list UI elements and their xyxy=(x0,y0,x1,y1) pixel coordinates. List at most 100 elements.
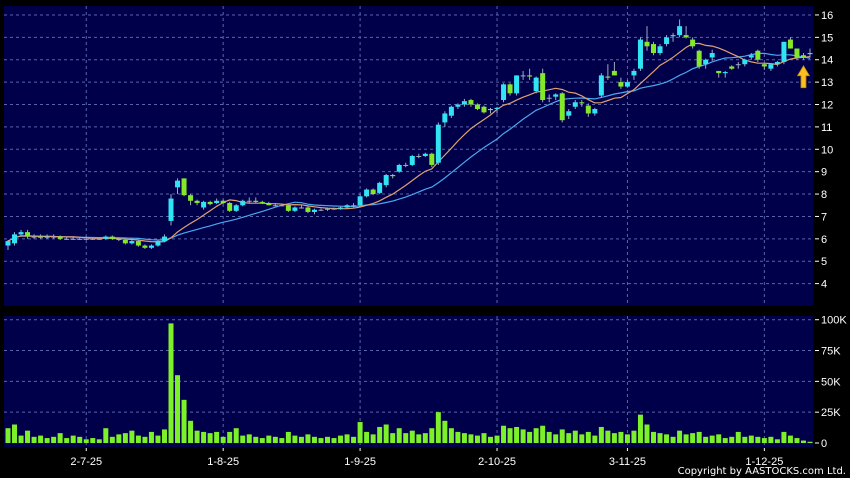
volume-bar xyxy=(514,426,520,443)
candle-body xyxy=(253,200,259,202)
candle xyxy=(540,68,546,103)
volume-bar xyxy=(624,434,630,443)
candle-body xyxy=(631,70,637,76)
volume-bar xyxy=(194,430,200,443)
candle-body xyxy=(507,84,513,94)
price-tick-label: 13 xyxy=(821,77,833,89)
volume-bar xyxy=(77,436,83,443)
candle-body xyxy=(44,236,50,238)
candle xyxy=(109,235,115,240)
candle-body xyxy=(207,201,213,205)
candle xyxy=(592,107,598,116)
copyright-text: Copyright by AASTOCKS.com Ltd. xyxy=(678,466,846,477)
candle xyxy=(807,48,813,58)
volume-bar xyxy=(533,428,539,443)
moving-average-short xyxy=(7,42,811,243)
candle xyxy=(455,103,461,109)
volume-bar xyxy=(598,426,604,443)
volume-bar xyxy=(540,425,546,443)
candle-body xyxy=(370,189,376,195)
volume-bar xyxy=(794,438,800,443)
candle-body xyxy=(755,50,761,60)
candle-body xyxy=(579,102,585,104)
candle-body xyxy=(344,205,350,208)
candle xyxy=(338,206,344,210)
candle-body xyxy=(175,180,181,188)
volume-bar xyxy=(318,438,324,443)
candle xyxy=(787,37,793,49)
volume-bar xyxy=(38,435,44,443)
candle xyxy=(357,194,363,207)
candle-body xyxy=(38,236,44,238)
volume-bar xyxy=(585,431,591,443)
candle xyxy=(266,201,272,206)
candle xyxy=(481,105,487,114)
volume-bar xyxy=(129,430,135,443)
candle-body xyxy=(527,75,533,77)
volume-tick-label: 0 xyxy=(821,438,827,450)
candle-body xyxy=(285,205,291,211)
candle xyxy=(651,41,657,56)
candle xyxy=(644,26,650,51)
candle xyxy=(31,234,37,239)
candle xyxy=(285,204,291,212)
candle xyxy=(690,37,696,49)
candle-body xyxy=(494,107,500,109)
candle xyxy=(168,194,174,226)
candle-body xyxy=(409,156,415,165)
candle xyxy=(51,234,57,239)
candle xyxy=(755,49,761,62)
volume-bar xyxy=(807,441,813,443)
candle xyxy=(161,234,167,243)
volume-bar xyxy=(742,436,748,443)
volume-bar xyxy=(703,436,709,443)
candle xyxy=(5,239,11,251)
candle-body xyxy=(598,75,604,96)
candle-body xyxy=(227,203,233,211)
volume-bar xyxy=(18,435,24,443)
volume-bar xyxy=(690,433,696,443)
candle-body xyxy=(664,37,670,45)
volume-bar xyxy=(64,438,70,443)
candle-body xyxy=(553,94,559,97)
volume-bar xyxy=(70,435,76,443)
candle xyxy=(181,178,187,197)
candle-body xyxy=(461,101,467,105)
moving-average-long xyxy=(7,52,811,242)
volume-bar xyxy=(448,428,454,443)
candle-body xyxy=(729,66,735,69)
candle xyxy=(96,237,102,240)
candle-body xyxy=(109,236,115,239)
candle-body xyxy=(677,26,683,36)
volume-bar xyxy=(351,436,357,443)
volume-bar xyxy=(311,436,317,443)
candle xyxy=(135,239,141,247)
volume-bar xyxy=(800,440,806,443)
volume-bar xyxy=(546,431,552,443)
candle xyxy=(331,207,337,210)
candle xyxy=(253,197,259,204)
candle xyxy=(748,53,754,60)
candle xyxy=(800,53,806,60)
volume-bar xyxy=(201,431,207,443)
candle-body xyxy=(585,105,591,114)
volume-bar xyxy=(572,430,578,443)
candle-body xyxy=(722,72,728,74)
candle-body xyxy=(57,236,63,239)
volume-bar xyxy=(83,439,89,443)
candle-body xyxy=(800,55,806,58)
candle xyxy=(83,236,89,240)
candle xyxy=(272,203,278,207)
candle-body xyxy=(520,75,526,77)
candle-body xyxy=(468,100,474,105)
candle-body xyxy=(442,113,448,123)
candle-body xyxy=(148,245,154,248)
volume-bar xyxy=(787,435,793,443)
volume-bar xyxy=(12,424,18,443)
candle-body xyxy=(246,200,252,202)
volume-bar xyxy=(670,436,676,443)
candle xyxy=(64,236,70,240)
volume-bar xyxy=(474,435,480,443)
candle-body xyxy=(768,64,774,69)
